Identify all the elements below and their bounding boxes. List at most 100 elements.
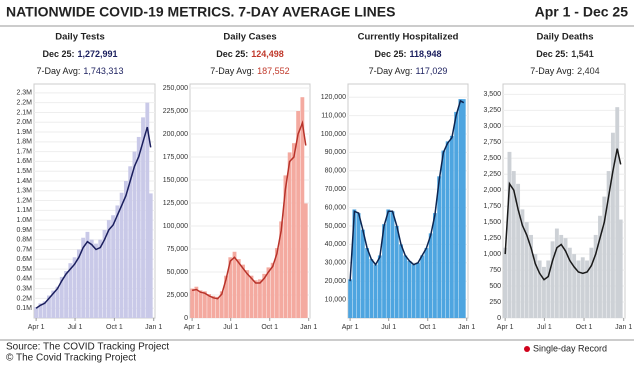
daily-bar [132, 151, 137, 318]
latest-value: 118,948 [409, 49, 441, 59]
y-tick-label: 50,000 [167, 269, 189, 276]
y-tick-label: 3,500 [483, 91, 501, 98]
record-marker [524, 346, 530, 352]
daily-bar [245, 270, 250, 318]
y-tick-label: 1.2M [16, 197, 32, 204]
daily-bar [279, 221, 284, 318]
panel-title: Daily Deaths [536, 32, 593, 43]
y-tick-label: 1.3M [16, 188, 32, 195]
daily-bar [365, 248, 369, 318]
daily-bar [377, 255, 382, 318]
daily-bar [563, 238, 568, 318]
daily-bar [64, 271, 68, 318]
daily-bar [51, 290, 56, 318]
avg-value: 117,029 [415, 66, 447, 76]
daily-bar [382, 224, 386, 318]
daily-bar [68, 263, 73, 318]
x-tick-label: Oct 1 [261, 324, 278, 331]
daily-bar [270, 262, 275, 318]
daily-bar [576, 260, 581, 318]
y-tick-label: 100,000 [321, 131, 346, 138]
average: 7-Day Avg: 187,552 [210, 66, 289, 76]
average-line [349, 99, 465, 282]
average: 7-Day Avg: 1,743,313 [37, 66, 124, 76]
daily-bar [533, 254, 538, 318]
daily-bar [198, 290, 203, 318]
y-tick-label: 2.1M [16, 109, 32, 116]
y-tick-label: 3,000 [483, 123, 501, 130]
daily-bar [399, 244, 403, 318]
daily-bar [258, 279, 262, 318]
daily-bar [516, 183, 521, 318]
x-tick-label: Jan 1 [300, 324, 317, 331]
y-tick-label: 90,000 [325, 149, 347, 156]
daily-bar [428, 233, 433, 318]
average-line [504, 148, 622, 281]
y-tick-label: 0.2M [16, 295, 32, 302]
y-tick-label: 0 [497, 315, 501, 322]
y-tick-label: 1.6M [16, 158, 32, 165]
daily-bar [81, 237, 86, 318]
x-tick-label: Oct 1 [106, 324, 123, 331]
latest-label: Dec 25: [216, 49, 248, 59]
y-tick-label: 3,250 [483, 107, 501, 114]
x-tick-label: Oct 1 [576, 324, 593, 331]
latest-label: Dec 25: [42, 49, 74, 59]
page-title: NATIONWIDE COVID-19 METRICS. 7-DAY AVERA… [6, 4, 395, 20]
avg-value: 2,404 [577, 66, 600, 76]
average-line [191, 120, 307, 300]
x-tick-label: Jan 1 [145, 324, 162, 331]
y-tick-label: 110,000 [321, 112, 346, 119]
y-tick-label: 100,000 [163, 223, 188, 230]
daily-bar [219, 291, 224, 318]
daily-bar [253, 280, 258, 318]
daily-bar [94, 243, 98, 318]
daily-bar [602, 196, 607, 318]
daily-bar [520, 209, 525, 318]
daily-bar [416, 262, 420, 318]
daily-bar [610, 132, 615, 318]
x-tick-label: Apr 1 [28, 324, 45, 331]
avg-label: 7-Day Avg: [210, 66, 254, 76]
daily-bar [241, 264, 245, 318]
avg-label: 7-Day Avg: [530, 66, 574, 76]
daily-bar [424, 248, 429, 318]
x-tick-label: Jan 1 [458, 324, 475, 331]
avg-value: 1,743,313 [83, 66, 123, 76]
y-tick-label: 2,000 [483, 187, 501, 194]
daily-bar [615, 107, 620, 319]
record-legend: Single-day Record [533, 343, 607, 353]
daily-bar [559, 234, 564, 318]
daily-bar [352, 209, 357, 318]
y-tick-label: 125,000 [163, 200, 188, 207]
daily-bar [224, 275, 228, 318]
y-tick-label: 250,000 [163, 85, 188, 92]
latest: Dec 25: 1,272,991 [42, 49, 117, 59]
y-tick-label: 25,000 [167, 292, 189, 299]
panel-title: Daily Cases [223, 32, 276, 43]
y-tick-label: 225,000 [163, 108, 188, 115]
daily-bar [369, 259, 374, 318]
daily-bar [348, 279, 353, 318]
y-tick-label: 2,750 [483, 139, 501, 146]
daily-bar [47, 295, 51, 318]
y-tick-label: 0.4M [16, 276, 32, 283]
daily-bar [420, 255, 425, 318]
daily-bar [360, 229, 365, 318]
daily-bar [524, 222, 529, 318]
daily-bar [537, 260, 542, 318]
latest-label: Dec 25: [536, 49, 568, 59]
daily-bar [580, 257, 585, 318]
y-tick-label: 1.4M [16, 178, 32, 185]
daily-bar [454, 111, 459, 318]
y-tick-label: 500 [489, 283, 501, 290]
y-tick-label: 70,000 [325, 186, 347, 193]
daily-bar [148, 193, 153, 318]
daily-bar [228, 257, 233, 318]
daily-bar [550, 241, 555, 318]
x-tick-label: Jul 1 [68, 324, 83, 331]
daily-bar [72, 257, 77, 318]
daily-bar [554, 228, 559, 318]
x-tick-label: Oct 1 [419, 324, 436, 331]
